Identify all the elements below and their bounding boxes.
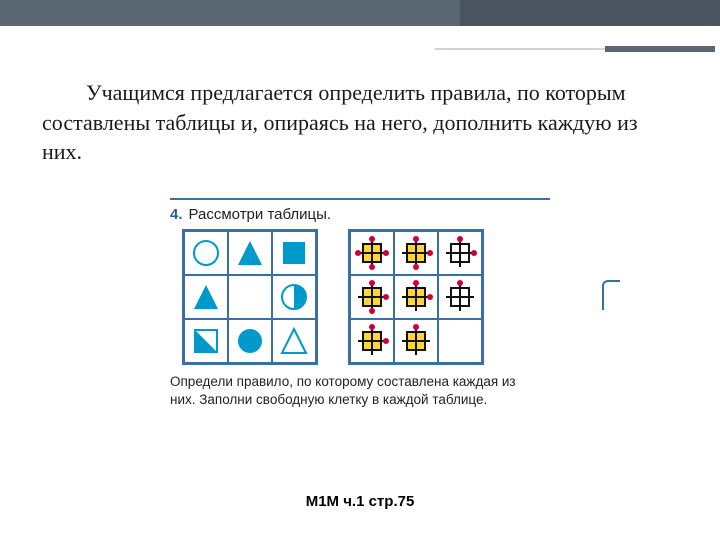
exercise-caption: Определи правило, по которому составлена…: [170, 373, 520, 409]
grid-cell: [438, 275, 482, 319]
grid-cell: [438, 319, 482, 363]
shape-grid-left: [182, 229, 318, 365]
grids-row: [182, 229, 550, 365]
grid-cell: [350, 231, 394, 275]
exercise-title-text: Рассмотри таблицы.: [189, 206, 332, 223]
main-paragraph: Учащимся предлагается определить правила…: [42, 78, 678, 167]
exercise-title: 4. Рассмотри таблицы.: [170, 206, 550, 223]
footer-reference: М1М ч.1 стр.75: [0, 493, 720, 510]
grid-cell: [394, 231, 438, 275]
grid-cell: [394, 275, 438, 319]
grid-cell: [184, 275, 228, 319]
exercise-box: 4. Рассмотри таблицы. Определи правило, п…: [170, 198, 550, 409]
grid-cell: [272, 231, 316, 275]
grid-cell: [394, 319, 438, 363]
grid-cell: [228, 275, 272, 319]
grid-cell: [272, 319, 316, 363]
grid-cell: [438, 231, 482, 275]
dot-grid-right: [348, 229, 484, 365]
grid-cell: [184, 319, 228, 363]
slide-accent-line: [435, 48, 715, 50]
grid-cell: [228, 319, 272, 363]
grid-cell: [350, 275, 394, 319]
grid-cell: [350, 319, 394, 363]
exercise-number: 4.: [170, 206, 183, 223]
grid-cell: [228, 231, 272, 275]
slide-header-bar: [0, 0, 720, 26]
grid-cell: [272, 275, 316, 319]
grid-cell: [184, 231, 228, 275]
page-fragment: [602, 280, 620, 310]
